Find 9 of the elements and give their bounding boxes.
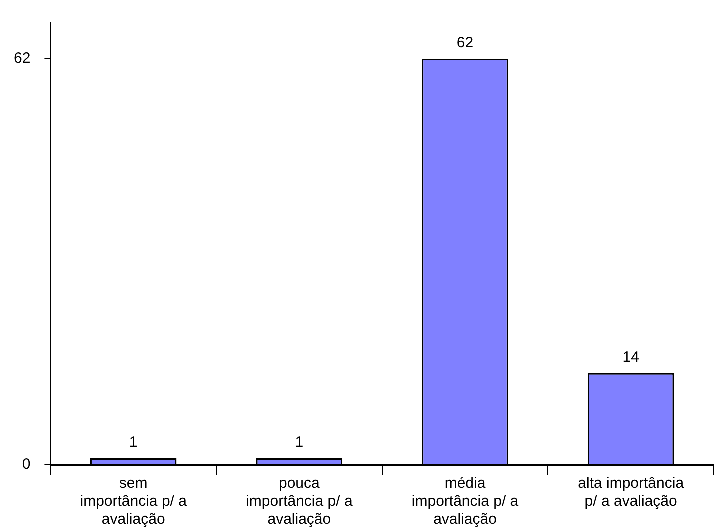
y-tick-label: 0: [22, 456, 31, 474]
x-tick-label: média importância p/ a avaliação: [412, 475, 520, 528]
data-label: 1: [295, 434, 304, 452]
data-label: 14: [622, 348, 640, 366]
data-label: 1: [129, 434, 138, 452]
data-label: 62: [456, 34, 474, 52]
x-tick-label: alta importância p/ a avaliação: [578, 475, 685, 510]
x-tick-label: pouca importância p/ a avaliação: [246, 475, 354, 528]
x-tick-label: sem importância p/ a avaliação: [80, 475, 188, 528]
